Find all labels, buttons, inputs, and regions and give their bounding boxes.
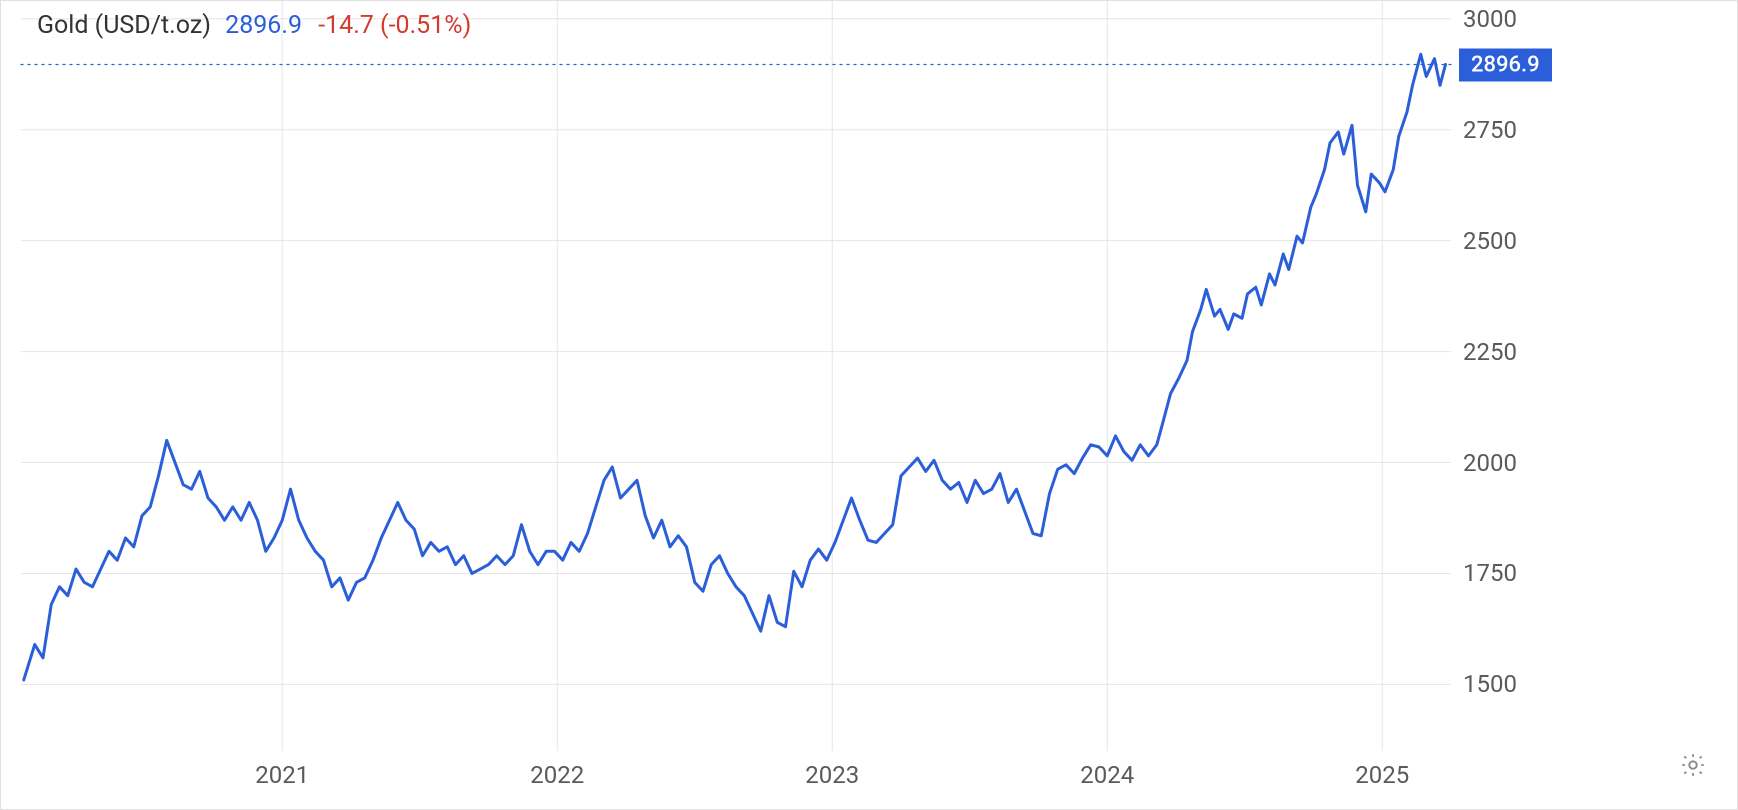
x-tick-label: 2024 — [1080, 761, 1134, 789]
y-tick-label: 2750 — [1463, 116, 1517, 144]
price-line-layer — [21, 1, 1451, 751]
y-tick-label: 1750 — [1463, 559, 1517, 587]
y-tick-label: 2000 — [1463, 449, 1517, 477]
plot-area[interactable] — [21, 1, 1451, 751]
chart-header: Gold (USD/t.oz) 2896.9 -14.7 (-0.51%) — [37, 11, 471, 41]
chart-title: Gold (USD/t.oz) — [37, 11, 211, 40]
current-price-badge: 2896.9 — [1459, 48, 1552, 81]
y-tick-label: 1500 — [1463, 670, 1517, 698]
x-tick-label: 2022 — [530, 761, 584, 789]
x-tick-label: 2025 — [1355, 761, 1409, 789]
price-delta: -14.7 (-0.51%) — [318, 11, 471, 40]
x-tick-label: 2021 — [255, 761, 309, 789]
y-tick-label: 3000 — [1463, 5, 1517, 33]
y-tick-label: 2500 — [1463, 227, 1517, 255]
chart-container: Gold (USD/t.oz) 2896.9 -14.7 (-0.51%) 15… — [0, 0, 1738, 810]
gear-icon — [1679, 751, 1707, 779]
current-price-badge-text: 2896.9 — [1471, 52, 1540, 77]
settings-button[interactable] — [1679, 751, 1707, 779]
x-tick-label: 2023 — [805, 761, 859, 789]
current-price: 2896.9 — [225, 11, 302, 40]
y-tick-label: 2250 — [1463, 338, 1517, 366]
